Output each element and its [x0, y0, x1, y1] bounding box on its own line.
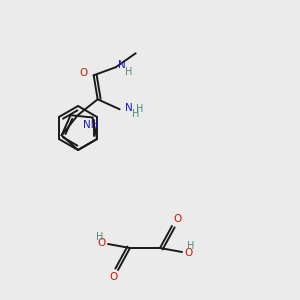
- Text: N: N: [125, 103, 132, 113]
- Text: O: O: [80, 68, 88, 78]
- Text: O: O: [184, 248, 192, 258]
- Text: O: O: [98, 238, 106, 248]
- Text: H: H: [187, 241, 195, 251]
- Text: NH: NH: [83, 121, 98, 130]
- Text: N: N: [118, 60, 125, 70]
- Text: H: H: [132, 109, 139, 119]
- Text: H: H: [96, 232, 104, 242]
- Text: H: H: [136, 104, 143, 114]
- Text: H: H: [125, 67, 132, 77]
- Text: O: O: [173, 214, 181, 224]
- Text: O: O: [109, 272, 117, 282]
